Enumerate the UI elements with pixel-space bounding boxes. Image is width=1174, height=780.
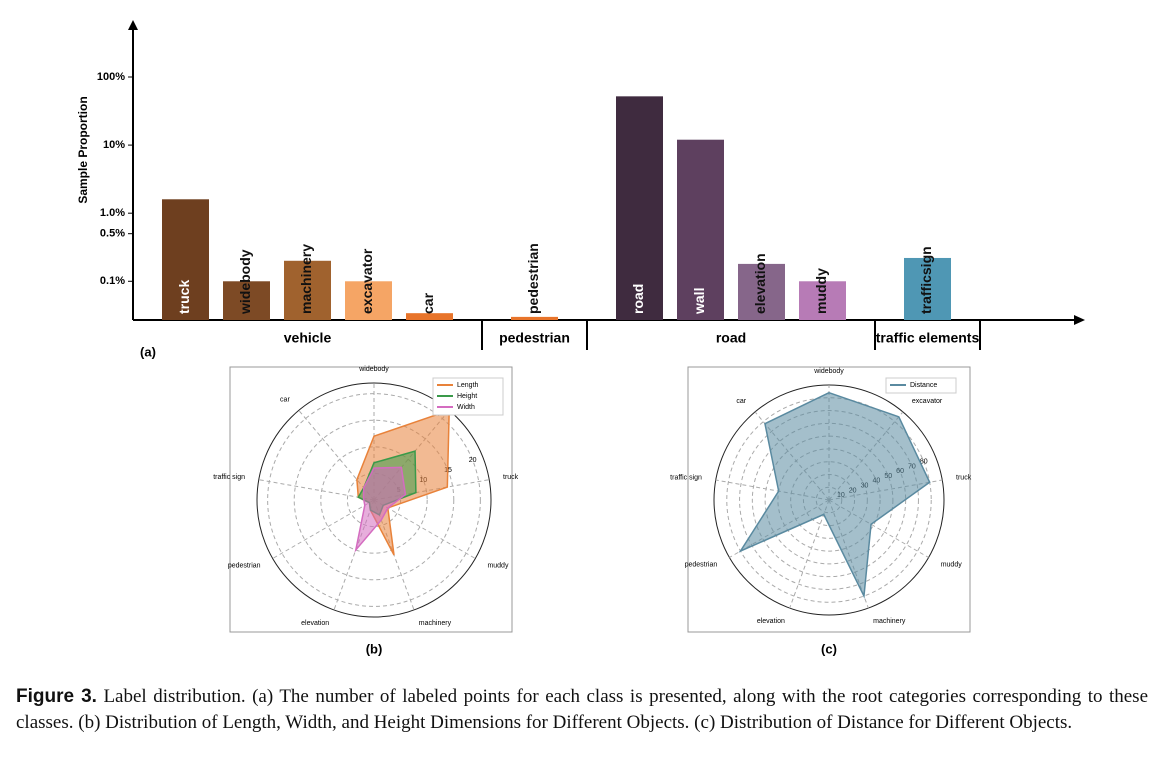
radar-area	[354, 466, 407, 553]
bar	[345, 281, 392, 320]
legend-box	[885, 377, 957, 394]
spoke	[258, 479, 375, 501]
bar-label: wall	[691, 288, 707, 315]
category-label: traffic sign	[213, 474, 245, 481]
bar	[162, 199, 209, 320]
category-label: widebody	[358, 366, 389, 373]
bar-label: muddy	[813, 268, 829, 314]
figure: Sample Proportion (a) 0.1% 0.5% 1.0% 10% 100% t…	[76, 20, 1085, 656]
category-label: car	[280, 396, 290, 403]
spoke	[828, 499, 929, 558]
category-label: truck	[956, 474, 972, 481]
y-tick-label: 1.0%	[100, 207, 125, 219]
panel-label: (a)	[140, 344, 156, 359]
group-label: pedestrian	[499, 330, 570, 346]
panel-frame	[229, 366, 513, 633]
caption: Figure 3. Label distribution. (a) The nu…	[16, 684, 1148, 736]
radar-area	[738, 391, 931, 599]
category-label: machinery	[419, 620, 452, 627]
category-label: pedestrian	[685, 561, 718, 568]
y-tick-label: 10%	[103, 139, 125, 151]
bar	[284, 260, 331, 320]
y-axis-label: Sample Proportion	[76, 96, 90, 203]
legend-label: Width	[457, 404, 475, 411]
caption-text: Label distribution. (a) The number of la…	[16, 686, 1149, 733]
spoke	[789, 499, 830, 609]
category-label: muddy	[941, 561, 963, 568]
r-tick-label: 80	[920, 459, 928, 466]
category-label: pedestrian	[228, 562, 261, 569]
grid-circle	[726, 397, 932, 603]
bar	[616, 96, 663, 320]
panel-label: (c)	[821, 641, 837, 656]
category-label: elevation	[301, 620, 329, 627]
caption-label: Figure 3.	[16, 686, 97, 707]
group-label: road	[716, 330, 746, 346]
y-arrow	[128, 20, 138, 30]
category-label: truck	[503, 474, 519, 481]
bar-label: car	[420, 292, 436, 314]
spoke	[373, 499, 476, 559]
spoke	[298, 410, 375, 501]
legend-label: Distance	[910, 382, 937, 389]
bar	[904, 257, 951, 320]
bar-label: widebody	[237, 249, 253, 315]
spoke	[333, 499, 375, 611]
spoke	[272, 499, 375, 559]
category-label: widebody	[813, 368, 844, 375]
category-label: muddy	[487, 562, 509, 569]
bar-label: excavator	[359, 248, 375, 314]
y-tick-label: 100%	[97, 71, 125, 83]
panel-label: (b)	[366, 641, 383, 656]
bar	[677, 139, 724, 320]
bar-label: truck	[176, 280, 192, 314]
y-tick-label: 0.5%	[100, 228, 125, 240]
legend-label: Height	[457, 393, 477, 400]
bar-label: pedestrian	[525, 243, 541, 314]
bar	[511, 316, 558, 320]
panel-frame	[687, 366, 971, 633]
bar-label: trafficsign	[918, 246, 934, 314]
category-label: elevation	[757, 618, 785, 625]
grid-circle	[293, 419, 455, 581]
group-label: traffic elements	[876, 330, 980, 346]
category-label: car	[736, 398, 746, 405]
category-label: traffic sign	[670, 474, 702, 481]
bar-label: road	[630, 284, 646, 314]
outer-circle	[256, 382, 492, 618]
category-label: machinery	[873, 618, 906, 625]
bar-label: elevation	[752, 253, 768, 314]
grid-circle	[320, 446, 428, 554]
bar	[799, 281, 846, 320]
legend-label: Length	[457, 382, 479, 389]
bar	[223, 281, 270, 320]
x-arrow	[1074, 315, 1085, 325]
category-label: excavator	[912, 398, 943, 405]
bar	[406, 313, 453, 320]
group-label: vehicle	[284, 330, 332, 346]
r-tick-label: 20	[469, 457, 477, 464]
spoke	[715, 479, 830, 501]
y-tick-label: 0.1%	[100, 275, 125, 287]
bar	[738, 263, 785, 320]
bar-label: machinery	[298, 244, 314, 314]
